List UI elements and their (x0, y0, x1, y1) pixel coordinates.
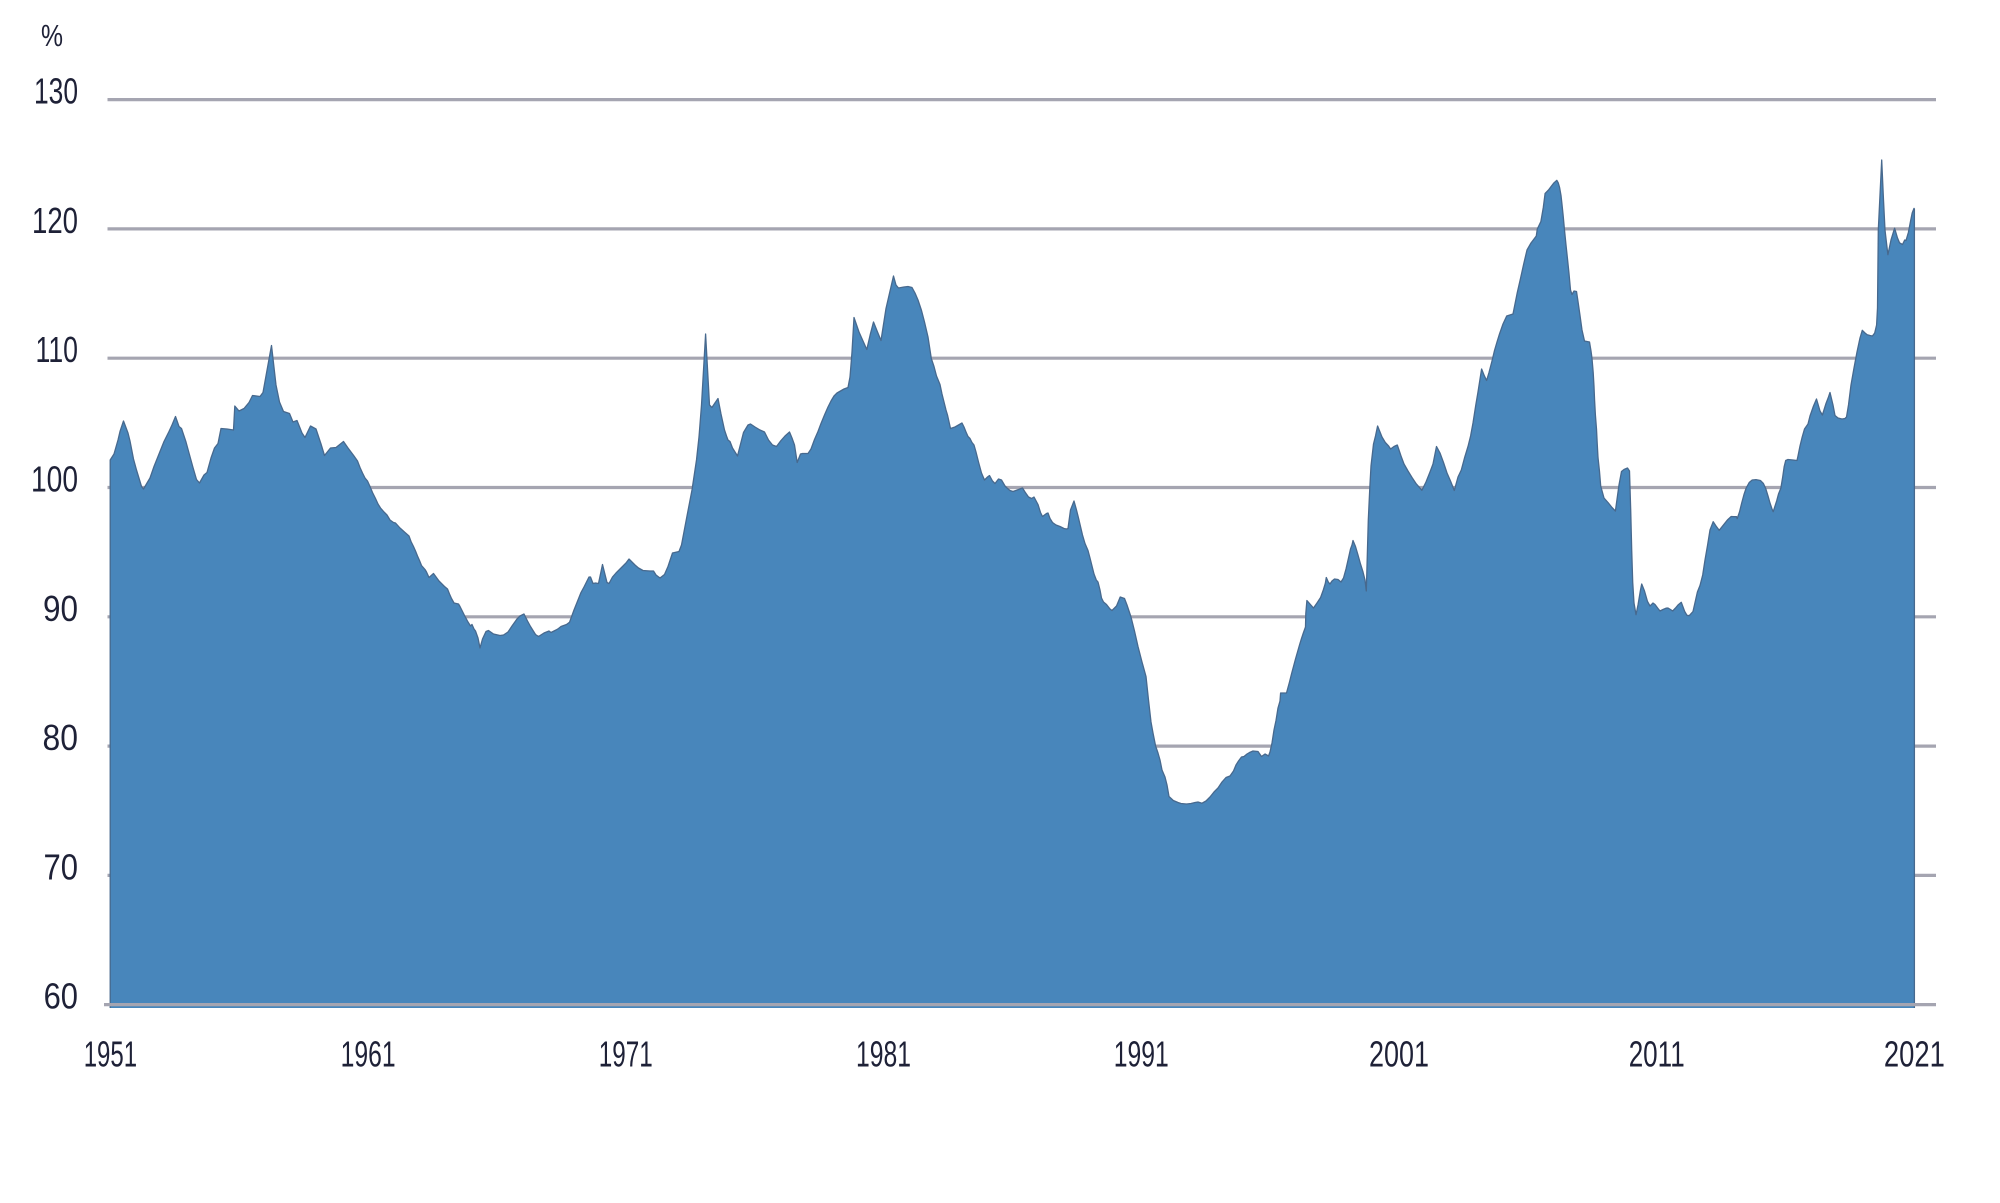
svg-text:%: % (41, 18, 63, 53)
svg-text:80: 80 (43, 717, 79, 758)
svg-text:110: 110 (36, 329, 79, 370)
svg-text:2001: 2001 (1369, 1034, 1429, 1075)
svg-text:2011: 2011 (1629, 1034, 1685, 1075)
svg-text:100: 100 (31, 459, 78, 500)
svg-text:1991: 1991 (1114, 1034, 1169, 1075)
svg-text:1951: 1951 (84, 1034, 137, 1075)
svg-text:70: 70 (44, 846, 79, 887)
svg-text:120: 120 (32, 200, 78, 241)
svg-text:1961: 1961 (341, 1034, 396, 1075)
svg-text:1981: 1981 (856, 1034, 911, 1075)
svg-text:1971: 1971 (599, 1034, 653, 1075)
svg-text:2021: 2021 (1884, 1034, 1945, 1075)
svg-text:130: 130 (34, 71, 78, 112)
svg-text:90: 90 (43, 588, 78, 629)
svg-text:60: 60 (44, 976, 78, 1017)
